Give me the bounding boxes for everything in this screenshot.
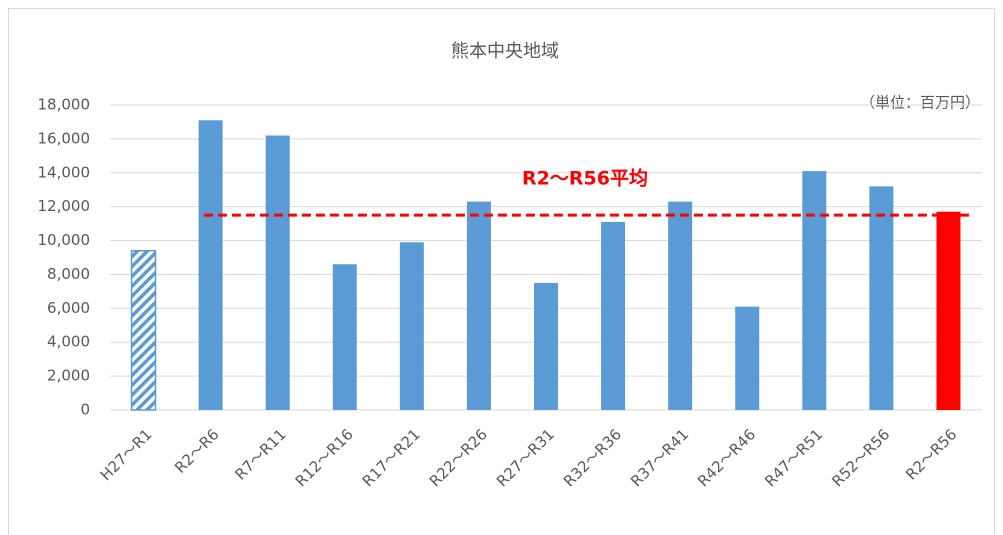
bar bbox=[936, 211, 961, 410]
bar bbox=[466, 201, 491, 410]
y-tick-label: 4,000 bbox=[47, 333, 90, 351]
bar bbox=[130, 249, 157, 411]
bar bbox=[668, 201, 693, 410]
unit-label: （単位：百万円） bbox=[860, 94, 980, 112]
y-tick-label: 18,000 bbox=[38, 96, 91, 114]
bar bbox=[265, 135, 290, 410]
bar bbox=[802, 171, 827, 410]
y-tick-label: 16,000 bbox=[38, 129, 91, 147]
bar bbox=[332, 264, 357, 410]
y-tick-label: 12,000 bbox=[38, 197, 91, 215]
chart-title: 熊本中央地域 bbox=[451, 41, 559, 62]
bar bbox=[534, 282, 558, 410]
y-tick-label: 8,000 bbox=[47, 265, 90, 283]
y-tick-label: 14,000 bbox=[38, 163, 91, 181]
bar bbox=[198, 120, 223, 410]
average-label: R2～R56平均 bbox=[522, 167, 648, 190]
y-tick-label: 10,000 bbox=[38, 231, 91, 249]
y-tick-label: 2,000 bbox=[47, 367, 90, 385]
bar bbox=[735, 306, 760, 410]
y-tick-label: 6,000 bbox=[47, 299, 90, 317]
chart-border bbox=[8, 8, 995, 535]
y-tick-label: 0 bbox=[80, 401, 90, 419]
bar bbox=[869, 186, 894, 410]
bar bbox=[601, 221, 626, 410]
bar bbox=[399, 242, 424, 410]
